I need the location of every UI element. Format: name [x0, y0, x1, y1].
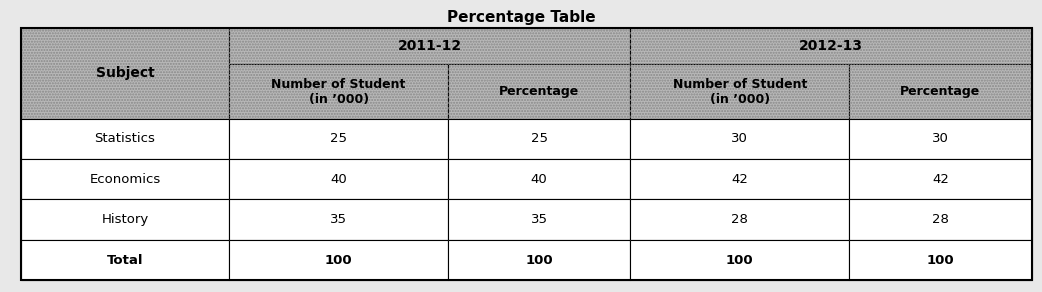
Bar	[849, 119, 1032, 159]
Bar	[448, 159, 630, 199]
Bar	[630, 28, 1032, 64]
Bar	[229, 28, 630, 64]
Bar	[21, 199, 229, 240]
Bar	[630, 199, 849, 240]
Text: Percentage: Percentage	[900, 85, 981, 98]
Bar	[448, 64, 630, 119]
Bar	[229, 64, 448, 119]
Bar	[630, 28, 1032, 64]
Bar	[229, 240, 448, 280]
Bar	[21, 240, 229, 280]
Bar	[849, 199, 1032, 240]
Bar	[630, 240, 849, 280]
Bar	[849, 240, 1032, 280]
Bar	[448, 64, 630, 119]
Bar	[630, 64, 849, 119]
Text: 42: 42	[731, 173, 748, 186]
Text: 25: 25	[530, 132, 548, 145]
Bar	[630, 119, 849, 159]
Text: Economics: Economics	[90, 173, 160, 186]
Bar	[849, 159, 1032, 199]
Bar	[448, 199, 630, 240]
Bar	[229, 64, 448, 119]
Text: 40: 40	[530, 173, 548, 186]
Text: 28: 28	[731, 213, 748, 226]
Text: 30: 30	[731, 132, 748, 145]
Bar	[229, 119, 448, 159]
Text: Statistics: Statistics	[95, 132, 155, 145]
Text: 25: 25	[330, 132, 347, 145]
Bar	[229, 28, 630, 64]
Bar	[630, 64, 849, 119]
Text: 30: 30	[932, 132, 949, 145]
Bar	[448, 119, 630, 159]
Text: 100: 100	[726, 254, 753, 267]
Bar	[849, 64, 1032, 119]
Bar	[21, 28, 229, 119]
Text: Number of Student
(in ’000): Number of Student (in ’000)	[673, 77, 807, 105]
Bar	[849, 199, 1032, 240]
Bar	[849, 64, 1032, 119]
Bar	[21, 28, 1032, 280]
Bar	[849, 159, 1032, 199]
Bar	[229, 199, 448, 240]
Bar	[21, 119, 229, 159]
Text: 28: 28	[932, 213, 949, 226]
Text: 100: 100	[325, 254, 352, 267]
Bar	[448, 159, 630, 199]
Text: 100: 100	[926, 254, 954, 267]
Bar	[630, 240, 849, 280]
Bar	[229, 240, 448, 280]
Bar	[229, 64, 448, 119]
Bar	[630, 159, 849, 199]
Bar	[21, 240, 229, 280]
Text: Percentage: Percentage	[499, 85, 579, 98]
Bar	[229, 159, 448, 199]
Bar	[849, 64, 1032, 119]
Bar	[21, 159, 229, 199]
Bar	[448, 119, 630, 159]
Bar	[229, 119, 448, 159]
Text: 2011-12: 2011-12	[398, 39, 462, 53]
Bar	[448, 199, 630, 240]
Bar	[630, 119, 849, 159]
Bar	[630, 159, 849, 199]
Text: 42: 42	[932, 173, 949, 186]
Text: History: History	[101, 213, 149, 226]
Bar	[448, 240, 630, 280]
Text: 35: 35	[330, 213, 347, 226]
Bar	[21, 159, 229, 199]
Text: Total: Total	[106, 254, 144, 267]
Text: 35: 35	[530, 213, 548, 226]
Bar	[229, 159, 448, 199]
Bar	[21, 28, 229, 119]
Bar	[21, 119, 229, 159]
Text: Percentage Table: Percentage Table	[447, 10, 595, 25]
Bar	[849, 119, 1032, 159]
Bar	[21, 28, 229, 119]
Text: 2012-13: 2012-13	[799, 39, 863, 53]
Text: 40: 40	[330, 173, 347, 186]
Bar	[448, 64, 630, 119]
Bar	[229, 28, 630, 64]
Bar	[21, 199, 229, 240]
Text: Number of Student
(in ’000): Number of Student (in ’000)	[272, 77, 405, 105]
Text: Subject: Subject	[96, 66, 154, 80]
Bar	[630, 199, 849, 240]
Bar	[630, 28, 1032, 64]
Bar	[448, 240, 630, 280]
Text: 100: 100	[525, 254, 553, 267]
Bar	[229, 199, 448, 240]
Bar	[630, 64, 849, 119]
Bar	[849, 240, 1032, 280]
